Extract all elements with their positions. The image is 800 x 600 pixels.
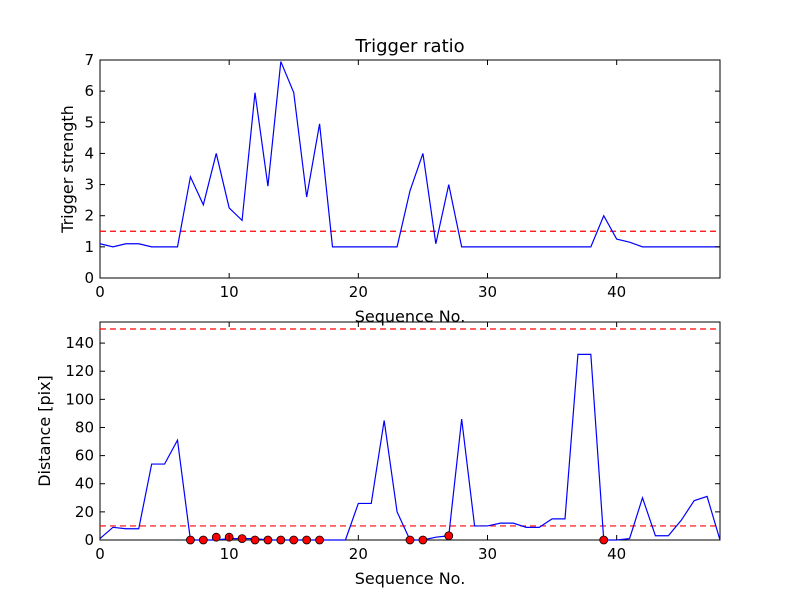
data-point-marker-bottom <box>302 535 312 545</box>
data-point-marker-bottom <box>263 535 273 545</box>
y-tick-label-top: 7 <box>84 51 94 69</box>
y-axis-label-bottom: Distance [pix] <box>35 375 54 487</box>
y-tick-label-top: 4 <box>84 144 94 162</box>
x-tick-label-top: 40 <box>607 283 626 301</box>
x-axis-label-bottom: Sequence No. <box>355 569 466 588</box>
y-tick-label-bottom: 100 <box>65 390 94 408</box>
y-tick-label-top: 6 <box>84 82 94 100</box>
x-tick-label-bottom: 10 <box>220 545 239 563</box>
y-tick-label-top: 0 <box>84 269 94 287</box>
data-point-marker-bottom <box>186 535 195 545</box>
plot-frame-top <box>99 59 721 279</box>
x-tick-label-top: 10 <box>220 283 239 301</box>
plot-area-top: 0 10 20 30 40 0 1 2 3 4 5 6 7 <box>84 51 721 301</box>
y-tick-label-bottom: 120 <box>65 362 94 380</box>
plot-area-bottom: 0 10 20 30 40 0 20 40 60 80 100 120 140 <box>65 321 721 563</box>
x-axis-label-top: Sequence No. <box>355 307 466 326</box>
chart-title: Trigger ratio <box>354 36 464 57</box>
x-tick-label-bottom: 20 <box>349 545 368 563</box>
y-axis-label-top: Trigger strength <box>58 105 77 234</box>
y-tick-label-top: 5 <box>84 113 94 131</box>
data-point-marker-bottom <box>315 535 324 545</box>
y-tick-label-bottom: 60 <box>75 447 94 465</box>
data-point-marker-bottom <box>444 531 454 541</box>
x-tick-label-bottom: 30 <box>478 545 497 563</box>
trigger-ratio-chart: Trigger ratio 0 10 20 30 40 0 1 2 3 4 5 6 7 Sequence… <box>58 36 721 326</box>
y-tick-label-bottom: 140 <box>65 334 94 352</box>
distance-chart: 0 10 20 30 40 0 20 40 60 80 100 120 140 Sequence No.… <box>35 321 721 588</box>
y-tick-label-top: 1 <box>84 238 94 256</box>
x-tick-label-top: 0 <box>95 283 105 301</box>
data-point-marker-bottom <box>276 535 286 545</box>
data-point-marker-bottom <box>237 534 247 543</box>
data-point-marker-bottom <box>289 535 299 545</box>
x-tick-label-top: 30 <box>478 283 497 301</box>
y-tick-label-top: 2 <box>84 207 94 225</box>
y-tick-label-bottom: 40 <box>75 475 94 493</box>
y-tick-label-bottom: 0 <box>84 531 94 549</box>
y-tick-label-top: 3 <box>84 176 94 194</box>
data-point-marker-bottom <box>599 535 609 545</box>
y-tick-label-bottom: 20 <box>75 503 94 521</box>
data-point-marker-bottom <box>250 535 260 545</box>
y-tick-label-bottom: 80 <box>75 418 94 436</box>
x-tick-label-bottom: 40 <box>607 545 626 563</box>
x-tick-label-bottom: 0 <box>95 545 105 563</box>
x-tick-label-top: 20 <box>349 283 368 301</box>
data-point-marker-bottom <box>198 535 208 545</box>
data-point-marker-bottom <box>418 535 428 545</box>
data-point-marker-bottom <box>211 532 221 542</box>
series-line-top-0 <box>99 61 720 248</box>
data-point-marker-bottom <box>405 535 415 545</box>
